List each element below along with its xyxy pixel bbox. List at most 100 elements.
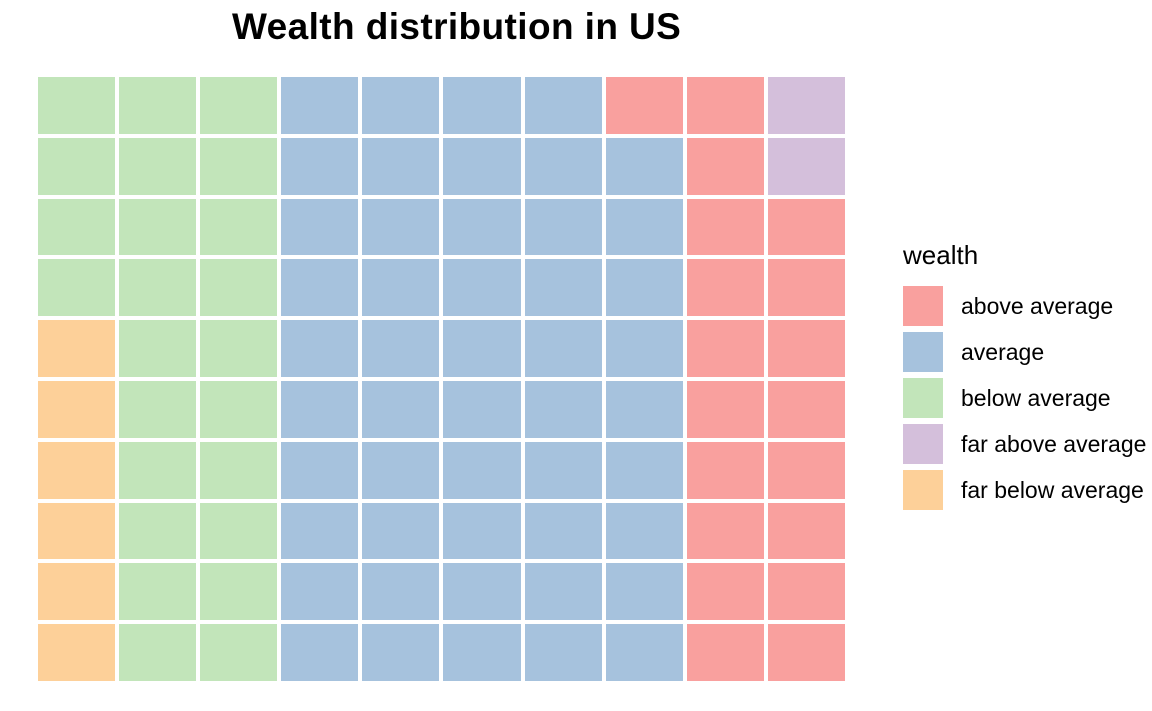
waffle-cell [281,320,359,377]
waffle-cell [443,137,521,195]
waffle-cell [686,441,764,499]
waffle-cell [38,563,116,621]
waffle-cell [686,563,764,621]
waffle-cell [281,502,359,560]
waffle-cell [524,320,602,377]
waffle-cell [119,320,197,377]
waffle-cell [200,259,278,317]
legend-label: far above average [961,430,1147,457]
waffle-cell [362,198,440,256]
waffle-cell [443,502,521,560]
waffle-cell [443,198,521,256]
waffle-cell [119,502,197,560]
waffle-cell [443,563,521,621]
waffle-cell [362,137,440,195]
waffle-cell [443,77,521,134]
waffle-cell [200,137,278,195]
waffle-cell [767,441,845,499]
waffle-cell [605,502,683,560]
waffle-cell [362,259,440,317]
waffle-cell [524,198,602,256]
waffle-cell [38,137,116,195]
waffle-cell [200,563,278,621]
waffle-cell [605,441,683,499]
waffle-cell [200,320,278,377]
legend-items: above average average below average far abo… [903,286,1146,510]
waffle-cell [524,380,602,438]
waffle-cell [200,77,278,134]
waffle-cell [38,624,116,681]
waffle-cell [38,320,116,377]
legend-title: wealth [903,240,979,270]
legend-label: average [961,338,1045,365]
waffle-cell [119,380,197,438]
waffle-cell [119,137,197,195]
waffle-cell [119,624,197,681]
legend-label: below average [961,384,1111,411]
waffle-cell [200,198,278,256]
legend-label: far below average [961,476,1144,503]
waffle-cell [200,502,278,560]
waffle-cell [119,259,197,317]
waffle-cell [119,77,197,134]
waffle-cell [443,380,521,438]
waffle-cell [767,380,845,438]
waffle-cell [281,380,359,438]
legend-item: average [903,332,1146,372]
waffle-cell [443,320,521,377]
legend-item: below average [903,378,1146,418]
waffle-cell [443,624,521,681]
waffle-grid [38,77,845,681]
chart-title: Wealth distribution in US [232,6,682,47]
waffle-cell [767,502,845,560]
legend-item: far above average [903,424,1146,464]
waffle-cell [605,137,683,195]
legend-key-far_below-swatch [903,470,943,510]
waffle-cell [362,77,440,134]
waffle-cell [38,441,116,499]
waffle-cell [362,320,440,377]
waffle-cell [200,441,278,499]
waffle-cell [524,502,602,560]
waffle-cell [38,380,116,438]
waffle-cell [524,624,602,681]
waffle-cell [767,563,845,621]
waffle-cell [281,624,359,681]
waffle-cell [767,624,845,681]
waffle-cell [605,624,683,681]
waffle-cell [524,563,602,621]
legend: wealth above average average below average… [903,240,1146,510]
waffle-cell [281,441,359,499]
waffle-cell [362,624,440,681]
waffle-cell [200,624,278,681]
legend-key-below-swatch [903,378,943,418]
waffle-cell [524,77,602,134]
legend-key-far_above-swatch [903,424,943,464]
waffle-cell [686,502,764,560]
waffle-cell [200,380,278,438]
waffle-cell [605,320,683,377]
waffle-cell [281,77,359,134]
waffle-cell [362,502,440,560]
waffle-cell [686,624,764,681]
waffle-cell [686,198,764,256]
waffle-cell [605,198,683,256]
waffle-cell [605,77,683,134]
waffle-cell [767,198,845,256]
legend-key-average-swatch [903,332,943,372]
waffle-cell [524,441,602,499]
waffle-cell [119,441,197,499]
waffle-cell [524,137,602,195]
legend-item: above average [903,286,1146,326]
waffle-cell [686,259,764,317]
waffle-cell [686,77,764,134]
waffle-cell [686,137,764,195]
waffle-cell [38,198,116,256]
waffle-cell [524,259,602,317]
waffle-cell [443,441,521,499]
waffle-cell [686,380,764,438]
waffle-cell [119,563,197,621]
waffle-cell [38,259,116,317]
waffle-cell [767,259,845,317]
waffle-cell [443,259,521,317]
